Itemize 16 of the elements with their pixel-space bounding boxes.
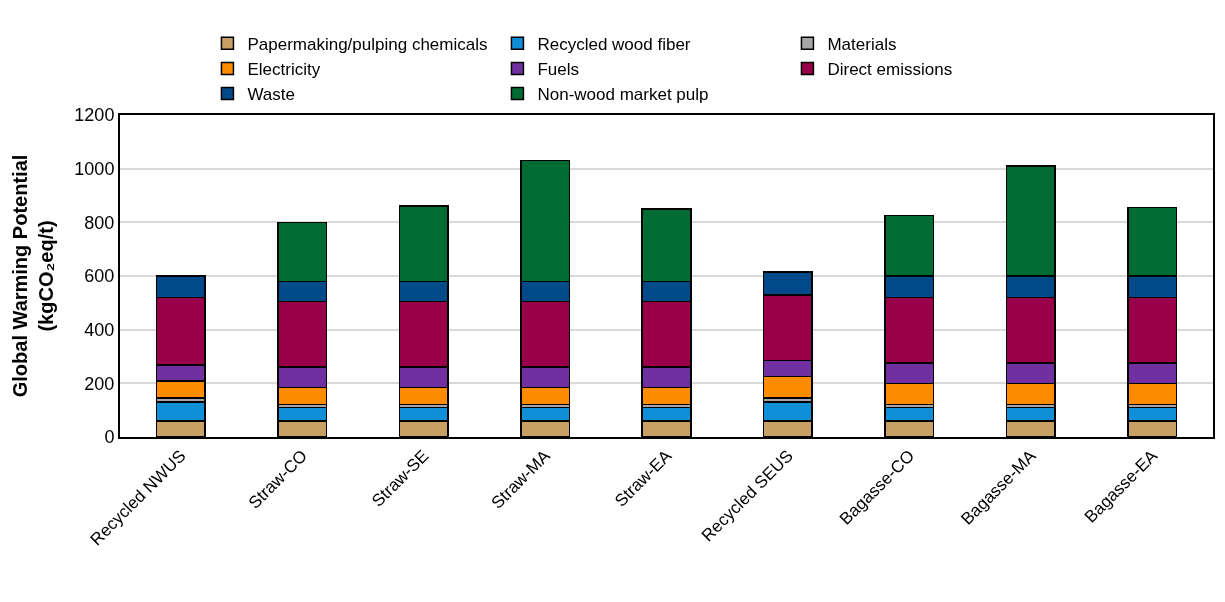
legend-label: Recycled wood fiber	[537, 34, 691, 54]
legend-label: Non-wood market pulp	[537, 85, 709, 105]
y-tick-label: 400	[84, 319, 115, 340]
y-tick-label: 0	[104, 427, 115, 448]
legend-label: Electricity	[247, 60, 321, 80]
y-tick-label: 200	[84, 373, 115, 394]
y-tick-label: 800	[84, 212, 115, 233]
legend-label: Fuels	[537, 60, 580, 80]
y-tick-label: 1000	[74, 158, 115, 179]
y-tick-label: 1200	[74, 105, 115, 126]
legend-label: Direct emissions	[827, 60, 953, 80]
y-tick-label: 600	[84, 266, 115, 287]
legend-label: Papermaking/pulping chemicals	[247, 34, 488, 54]
y-axis-title: Global Warming Potential (kgCO₂eq/t)	[9, 154, 58, 398]
legend-label: Waste	[247, 85, 295, 105]
legend-label: Materials	[827, 34, 897, 54]
